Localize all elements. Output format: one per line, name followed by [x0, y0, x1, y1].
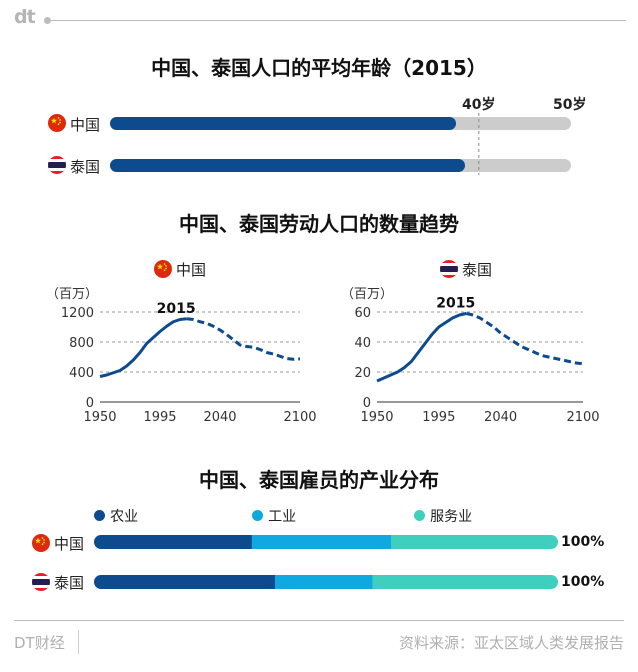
china-label-3: 中国	[54, 535, 85, 553]
china-chart-label: 中国	[176, 261, 207, 279]
x-tick-label: 1995	[143, 410, 176, 425]
legend-agriculture-label: 农业	[110, 509, 139, 525]
age-40-label: 40岁	[462, 97, 496, 113]
peak-annotation: 2015	[436, 296, 475, 312]
x-tick-label: 1995	[422, 410, 455, 425]
thailand-industry-bar	[94, 575, 558, 589]
china-age-bar-fill	[110, 117, 456, 130]
legend-agriculture-swatch	[94, 510, 105, 521]
header-divider	[48, 20, 626, 21]
legend-industry-swatch	[252, 510, 263, 521]
china-age-bar	[110, 117, 571, 130]
footer-brand: DT财经	[14, 634, 65, 652]
historical-line	[376, 312, 467, 383]
china-flag-icon-3	[32, 534, 50, 556]
x-tick-label: 1950	[83, 410, 116, 425]
y-tick-label: 0	[86, 396, 94, 411]
agriculture-segment	[94, 535, 253, 549]
legend-industry-label: 工业	[268, 509, 297, 525]
peak-annotation: 2015	[157, 301, 196, 317]
thailand-flag-icon	[48, 156, 66, 178]
y-tick-label: 20	[354, 366, 371, 381]
thailand-age-bar	[110, 159, 571, 172]
legend-services-swatch	[414, 510, 425, 521]
y-tick-label: 60	[354, 306, 371, 321]
industry-segment	[274, 575, 373, 589]
thailand-label-1: 泰国	[70, 158, 101, 176]
china-flag-icon-2	[154, 260, 172, 282]
industry-segment	[251, 535, 392, 549]
x-tick-label: 2100	[283, 410, 316, 425]
legend-services-label: 服务业	[430, 509, 473, 525]
thailand-total-label: 100%	[561, 574, 605, 590]
thailand-flag-icon-2	[440, 260, 458, 282]
y-tick-label: 40	[354, 336, 371, 351]
unit-label: （百万）	[341, 287, 393, 302]
china-label-1: 中国	[70, 116, 101, 134]
y-tick-label: 400	[69, 366, 94, 381]
y-tick-label: 0	[363, 396, 371, 411]
projection-line	[186, 317, 301, 361]
section2-title: 中国、泰国劳动人口的数量趋势	[179, 212, 459, 236]
thailand-chart-label: 泰国	[462, 261, 493, 279]
brand-logo: dt	[14, 6, 36, 28]
section1-title: 中国、泰国人口的平均年龄（2015）	[151, 56, 487, 80]
unit-label: （百万）	[46, 287, 98, 302]
projection-line	[465, 312, 584, 366]
historical-line	[99, 317, 187, 378]
legend-services: 服务业	[414, 506, 472, 526]
footer-divider	[14, 620, 624, 621]
x-tick-label: 2100	[566, 410, 599, 425]
thailand-age-bar-fill	[110, 159, 465, 172]
thailand-label-3: 泰国	[54, 574, 85, 592]
legend-agriculture: 农业	[94, 506, 138, 526]
china-flag-icon	[48, 114, 66, 136]
china-industry-bar	[94, 535, 558, 549]
section3-title: 中国、泰国雇员的产业分布	[199, 468, 439, 492]
y-tick-label: 1200	[61, 306, 94, 321]
services-segment	[372, 575, 558, 589]
china-total-label: 100%	[561, 534, 605, 550]
y-tick-label: 800	[69, 336, 94, 351]
china-labor-chart: （百万） 0 400 800 1200 1950 1995 2040 2100 2015	[46, 287, 317, 425]
legend-industry: 工业	[252, 506, 296, 526]
x-tick-label: 2040	[484, 410, 517, 425]
header-divider-dot	[44, 17, 51, 24]
x-tick-label: 1950	[360, 410, 393, 425]
age-reference-line	[478, 113, 480, 175]
footer-source: 资料来源：亚太区域人类发展报告	[398, 634, 624, 652]
footer-separator	[78, 630, 79, 654]
services-segment	[390, 535, 558, 549]
x-tick-label: 2040	[203, 410, 236, 425]
agriculture-segment	[94, 575, 276, 589]
age-50-label: 50岁	[553, 97, 587, 113]
thailand-flag-icon-3	[32, 573, 50, 595]
